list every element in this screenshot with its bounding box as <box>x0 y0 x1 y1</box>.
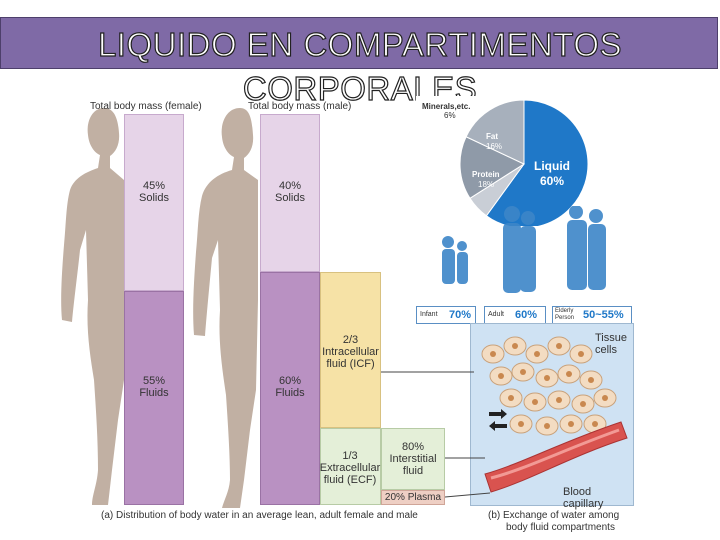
female-solids-label: Solids <box>139 192 169 204</box>
pie-label-fat: Fat <box>486 132 498 141</box>
interstitial-label-2: fluid <box>402 465 424 477</box>
male-header: Total body mass (male) <box>248 101 352 112</box>
pie-value-liquid: 60% <box>540 174 565 188</box>
ecf-box <box>320 428 381 505</box>
panel-b-caption-1: (b) Exchange of water among <box>488 510 620 521</box>
female-fluids-pct: 55% <box>142 375 166 387</box>
title-bar <box>0 17 718 69</box>
age-elderly: Elderly Person 50~55% <box>552 306 632 324</box>
pie-label-liquid: Liquid <box>534 159 570 173</box>
age-infant-label: Infant <box>420 311 438 318</box>
panel-a-caption: (a) Distribution of body water in an ave… <box>101 510 418 521</box>
age-elderly-label: Elderly Person <box>555 308 575 321</box>
pie-value-fat: 16% <box>486 142 503 151</box>
slide-title-line1: LIQUIDO EN COMPARTIMENTOS <box>97 25 623 63</box>
ecf-label-1: Extracellular <box>319 462 381 474</box>
female-fluids-box <box>124 291 184 505</box>
plasma-label: 20% Plasma <box>384 492 442 503</box>
interstitial-label-1: Interstitial <box>389 453 437 465</box>
male-solids-pct: 40% <box>278 180 302 192</box>
ecf-fraction: 1/3 <box>342 450 358 462</box>
blood-capillary-label: Blood capillary <box>563 486 604 510</box>
tissue-illustration <box>481 336 628 493</box>
age-adult-label: Adult <box>488 311 504 318</box>
male-solids-label: Solids <box>275 192 305 204</box>
exchange-panel: Tissue cells Blood capillary <box>470 323 634 510</box>
body-composition-panel: Minerals,etc. 6% Fat 16% Protein 18% Liq… <box>416 96 634 324</box>
people-silhouettes <box>442 206 606 293</box>
pie-slice-protein <box>465 99 525 165</box>
age-infant: Infant 70% <box>416 306 476 324</box>
pie-value-minerals: 6% <box>444 111 456 120</box>
interstitial-pct: 80% <box>401 441 425 453</box>
pie-value-protein: 18% <box>478 180 495 189</box>
age-adult-value: 60% <box>515 309 538 321</box>
icf-label-1: Intracellular <box>322 346 379 358</box>
composition-pie <box>459 99 589 226</box>
pie-label-minerals: Minerals,etc. <box>422 102 471 111</box>
pie-slice-liquid <box>485 99 589 226</box>
age-adult: Adult 60% <box>484 306 546 324</box>
female-solids-pct: 45% <box>142 180 166 192</box>
male-solids-box <box>260 114 320 272</box>
ecf-label-2: fluid (ECF) <box>323 474 377 486</box>
icf-label-2: fluid (ICF) <box>326 358 375 370</box>
plasma-box <box>381 490 445 505</box>
icf-fraction: 2/3 <box>342 334 359 346</box>
male-fluids-label: Fluids <box>275 387 305 399</box>
pie-slice-fat <box>459 136 526 199</box>
male-fluids-pct: 60% <box>278 375 302 387</box>
pie-label-protein: Protein <box>472 170 500 179</box>
age-infant-value: 70% <box>449 309 472 321</box>
male-fluids-box <box>260 272 320 505</box>
age-elderly-value: 50~55% <box>583 309 624 321</box>
panel-b-caption-2: body fluid compartments <box>506 522 615 533</box>
female-fluids-label: Fluids <box>139 387 169 399</box>
female-header: Total body mass (female) <box>90 101 202 112</box>
tissue-cells-label: Tissue cells <box>595 332 627 356</box>
icf-box <box>320 272 381 428</box>
interstitial-box <box>381 428 445 490</box>
female-solids-box <box>124 114 184 291</box>
